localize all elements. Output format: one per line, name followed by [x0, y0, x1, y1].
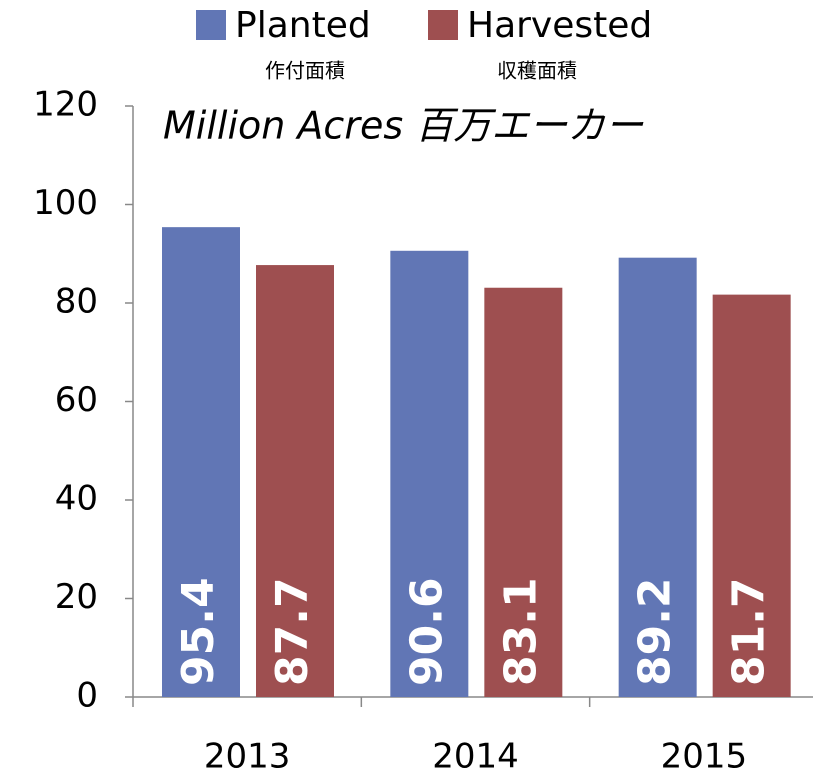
bar	[712, 294, 791, 697]
x-tick-label: 2015	[661, 737, 748, 777]
value-label: 89.2	[630, 577, 681, 686]
value-label: 81.7	[724, 577, 775, 686]
y-tick-label: 20	[55, 577, 98, 617]
y-tick-label: 120	[33, 85, 98, 125]
bar	[162, 227, 240, 697]
legend-subtitle: 作付面積	[265, 59, 345, 83]
bar	[390, 250, 469, 698]
value-label: 87.7	[267, 577, 318, 686]
bar	[618, 257, 697, 697]
legend-label: Planted	[235, 5, 371, 46]
annotation: Million Acres 百万エーカー	[163, 104, 644, 148]
bar	[256, 265, 334, 697]
value-label: 83.1	[495, 577, 546, 686]
bar	[484, 287, 563, 697]
legend-label: Harvested	[467, 5, 652, 46]
y-tick-label: 0	[76, 676, 98, 716]
value-label: 90.6	[401, 577, 452, 686]
legend-subtitle: 収穫面積	[497, 59, 577, 83]
x-tick-label: 2013	[204, 737, 291, 777]
y-tick-label: 80	[55, 282, 98, 322]
legend-swatch	[196, 10, 226, 40]
legend-swatch	[428, 10, 458, 40]
y-tick-label: 100	[33, 183, 98, 223]
y-tick-label: 60	[55, 380, 98, 420]
value-label: 95.4	[173, 577, 224, 686]
x-tick-label: 2014	[432, 737, 519, 777]
y-tick-label: 40	[55, 479, 98, 519]
